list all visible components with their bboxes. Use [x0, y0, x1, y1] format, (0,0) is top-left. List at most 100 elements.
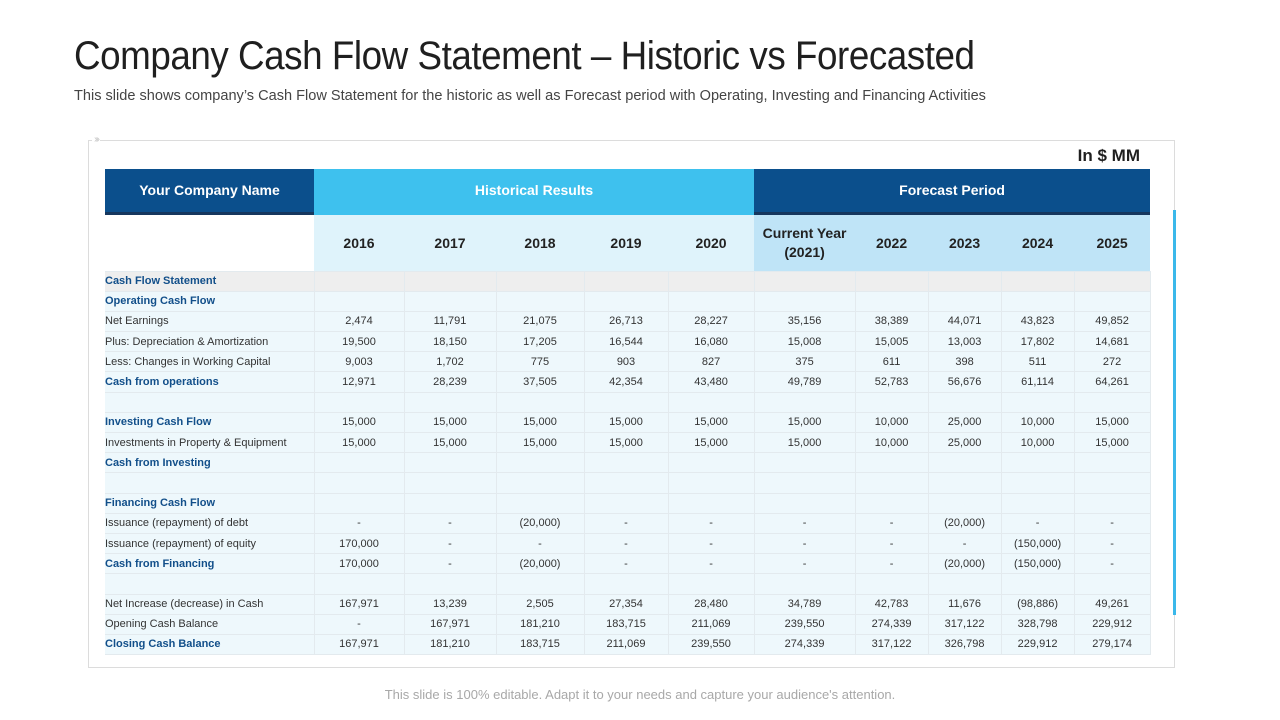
table-cell: [927, 270, 1002, 292]
table-cell: [667, 391, 755, 413]
table-row: Cash Flow Statement: [105, 270, 1151, 292]
table-cell: 18,150: [403, 331, 497, 353]
table-cell: 272: [1073, 351, 1151, 373]
table-cell: 15,005: [854, 331, 929, 353]
table-cell: -: [403, 512, 497, 534]
table-cell: 15,000: [667, 411, 755, 434]
row-label: Net Increase (decrease) in Cash: [105, 593, 315, 615]
table-cell: -: [667, 532, 755, 555]
table-cell: -: [583, 553, 669, 575]
table-cell: [854, 452, 929, 474]
table-row: [105, 472, 1151, 494]
row-label: Investments in Property & Equipment: [105, 431, 315, 454]
table-cell: 64,261: [1073, 371, 1151, 393]
table-cell: 10,000: [1000, 431, 1075, 454]
table-cell: (150,000): [1000, 553, 1075, 575]
table-cell: 42,354: [583, 371, 669, 393]
table-cell: 9,003: [313, 351, 405, 373]
table-cell: 17,205: [495, 331, 585, 353]
table-cell: 375: [753, 351, 856, 373]
table-cell: -: [667, 512, 755, 534]
table-cell: [583, 472, 669, 494]
table-cell: 11,791: [403, 310, 497, 333]
year-header: 2019: [584, 213, 668, 271]
table-cell: [403, 573, 497, 595]
table-cell: -: [753, 553, 856, 575]
table-cell: 13,003: [927, 331, 1002, 353]
table-cell: 26,713: [583, 310, 669, 333]
table-cell: -: [854, 532, 929, 555]
table-cell: -: [1000, 512, 1075, 534]
table-cell: 15,000: [583, 431, 669, 454]
year-header: 2022: [855, 213, 929, 271]
table-cell: 827: [667, 351, 755, 373]
row-label: Closing Cash Balance: [105, 633, 315, 656]
table-cell: [313, 573, 405, 595]
table-cell: [753, 452, 856, 474]
table-cell: 317,122: [927, 613, 1002, 635]
table-row: Operating Cash Flow: [105, 290, 1151, 312]
row-label: Cash from Investing: [105, 452, 315, 474]
table-cell: 15,008: [753, 331, 856, 353]
year-header: 2025: [1074, 213, 1151, 271]
header-row-years: 2016 2017 2018 2019 2020 Current Year (2…: [105, 213, 1151, 271]
table-cell: [495, 290, 585, 312]
table-cell: 13,239: [403, 593, 497, 615]
table-row: Issuance (repayment) of equity 170,000- - -…: [105, 532, 1151, 555]
table-cell: [495, 492, 585, 514]
table-cell: 21,075: [495, 310, 585, 333]
table-cell: 239,550: [753, 613, 856, 635]
table-cell: 167,971: [403, 613, 497, 635]
table-cell: [583, 391, 669, 413]
table-cell: [927, 391, 1002, 413]
table-cell: [1000, 270, 1075, 292]
table-cell: [403, 472, 497, 494]
table-cell: -: [1073, 553, 1151, 575]
row-label: Net Earnings: [105, 310, 315, 333]
table-cell: 15,000: [495, 411, 585, 434]
table-cell: 211,069: [583, 633, 669, 656]
table-cell: 170,000: [313, 553, 405, 575]
table-cell: 52,783: [854, 371, 929, 393]
year-header: Current Year (2021): [754, 213, 856, 271]
table-cell: 25,000: [927, 431, 1002, 454]
year-header: 2017: [404, 213, 496, 271]
table-cell: [753, 472, 856, 494]
table-cell: 183,715: [495, 633, 585, 656]
company-name-header: Your Company Name: [105, 169, 314, 215]
table-cell: 49,852: [1073, 310, 1151, 333]
forecast-period-header: Forecast Period: [754, 169, 1151, 215]
table-cell: (20,000): [927, 553, 1002, 575]
table-row: [105, 573, 1151, 595]
table-cell: 15,000: [753, 431, 856, 454]
table-cell: [667, 270, 755, 292]
table-cell: 317,122: [854, 633, 929, 656]
table-cell: [583, 290, 669, 312]
table-row: Plus: Depreciation & Amortization 19,500 1…: [105, 331, 1151, 353]
table-cell: [495, 472, 585, 494]
year-header: 2024: [1001, 213, 1075, 271]
table-row: Cash from operations 12,971 28,239 37,505 42…: [105, 371, 1151, 393]
row-label: Operating Cash Flow: [105, 290, 315, 312]
table-cell: [313, 270, 405, 292]
chevron-decoration-icon: ›››: [92, 134, 100, 146]
table-cell: [495, 573, 585, 595]
row-label: Issuance (repayment) of equity: [105, 532, 315, 555]
row-label: Plus: Depreciation & Amortization: [105, 331, 315, 353]
table-cell: [583, 270, 669, 292]
table-cell: 38,389: [854, 310, 929, 333]
table-cell: [1073, 472, 1151, 494]
table-cell: 16,544: [583, 331, 669, 353]
table-cell: 2,474: [313, 310, 405, 333]
table-cell: [854, 270, 929, 292]
table-cell: [1073, 492, 1151, 514]
table-cell: 15,000: [753, 411, 856, 434]
table-cell: -: [583, 532, 669, 555]
table-cell: 15,000: [583, 411, 669, 434]
table-cell: 10,000: [1000, 411, 1075, 434]
table-cell: [1073, 290, 1151, 312]
table-cell: 2,505: [495, 593, 585, 615]
table-cell: [583, 492, 669, 514]
table-cell: [667, 290, 755, 312]
table-cell: [854, 573, 929, 595]
